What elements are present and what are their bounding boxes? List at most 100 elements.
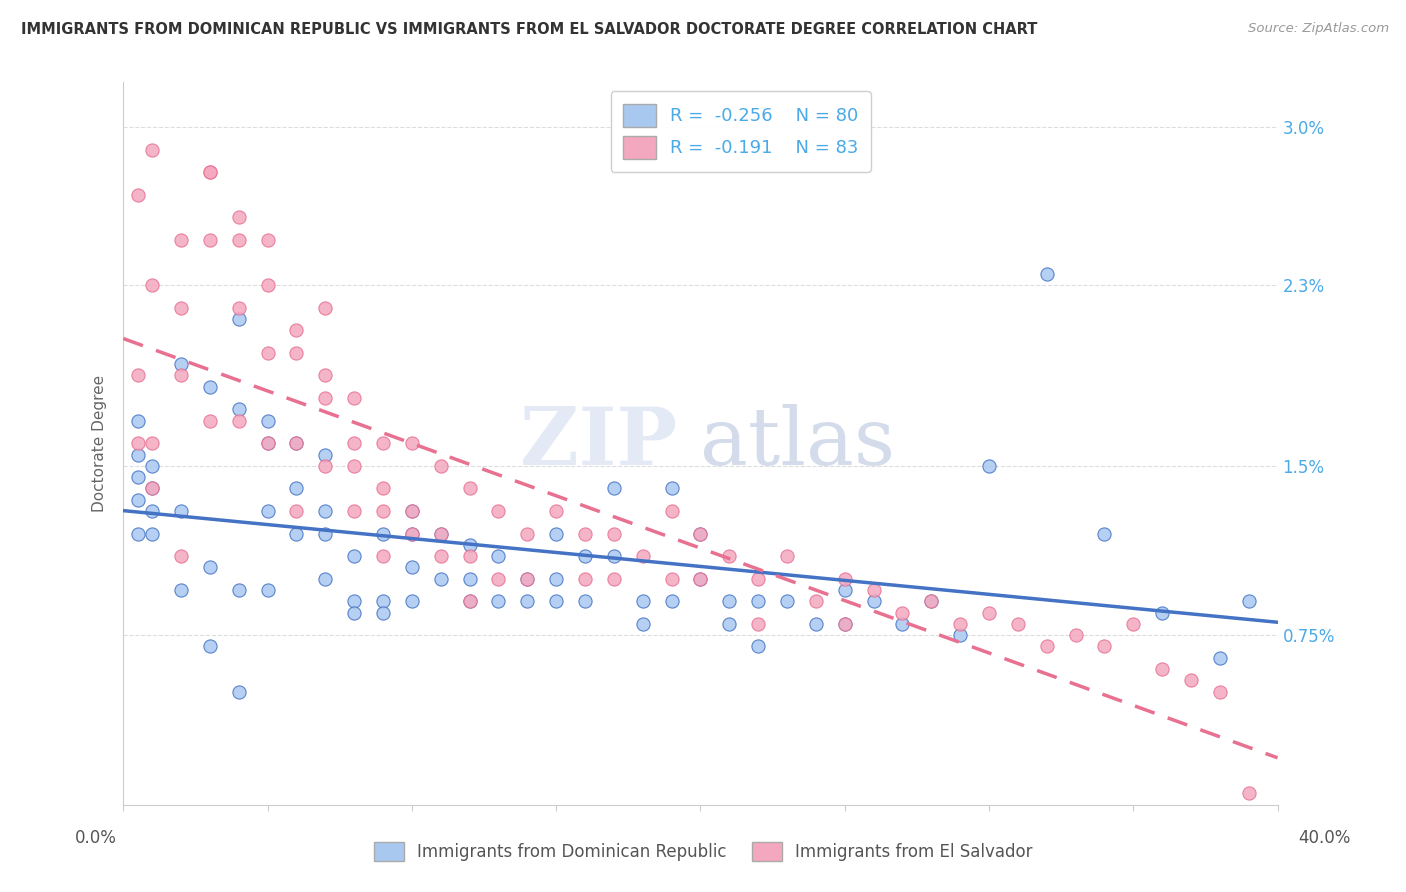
Point: [371, 549, 394, 563]
Point: [1092, 640, 1115, 654]
Point: [574, 594, 596, 608]
Point: [256, 436, 278, 450]
Point: [127, 414, 149, 428]
Point: [603, 526, 626, 541]
Point: [343, 594, 366, 608]
Point: [429, 549, 451, 563]
Point: [834, 616, 856, 631]
Point: [747, 616, 769, 631]
Point: [574, 572, 596, 586]
Point: [631, 594, 654, 608]
Point: [429, 458, 451, 473]
Point: [127, 187, 149, 202]
Point: [285, 504, 308, 518]
Point: [228, 233, 250, 247]
Point: [314, 458, 336, 473]
Point: [401, 594, 423, 608]
Point: [689, 526, 711, 541]
Point: [1209, 684, 1232, 698]
Y-axis label: Doctorate Degree: Doctorate Degree: [93, 375, 107, 512]
Point: [127, 436, 149, 450]
Point: [343, 549, 366, 563]
Point: [631, 616, 654, 631]
Point: [371, 504, 394, 518]
Point: [127, 470, 149, 484]
Point: [429, 526, 451, 541]
Point: [198, 414, 221, 428]
Point: [920, 594, 942, 608]
Point: [314, 526, 336, 541]
Point: [1122, 616, 1144, 631]
Point: [170, 504, 193, 518]
Point: [314, 448, 336, 462]
Point: [401, 504, 423, 518]
Point: [141, 436, 163, 450]
Point: [256, 233, 278, 247]
Point: [920, 594, 942, 608]
Point: [1035, 267, 1057, 281]
Point: [977, 606, 1000, 620]
Point: [546, 594, 568, 608]
Point: [170, 549, 193, 563]
Point: [141, 482, 163, 496]
Point: [977, 458, 1000, 473]
Point: [776, 594, 799, 608]
Point: [343, 391, 366, 405]
Text: 0.0%: 0.0%: [75, 829, 117, 847]
Point: [1064, 628, 1087, 642]
Point: [401, 526, 423, 541]
Point: [228, 414, 250, 428]
Point: [198, 233, 221, 247]
Point: [1007, 616, 1029, 631]
Point: [285, 436, 308, 450]
Point: [285, 436, 308, 450]
Point: [127, 526, 149, 541]
Point: [256, 504, 278, 518]
Point: [228, 582, 250, 597]
Point: [256, 278, 278, 293]
Point: [1152, 606, 1174, 620]
Point: [661, 482, 683, 496]
Point: [401, 436, 423, 450]
Point: [747, 594, 769, 608]
Point: [314, 301, 336, 315]
Point: [314, 391, 336, 405]
Point: [401, 560, 423, 574]
Point: [228, 312, 250, 326]
Point: [689, 572, 711, 586]
Point: [458, 538, 481, 552]
Point: [198, 640, 221, 654]
Point: [834, 616, 856, 631]
Text: atlas: atlas: [700, 404, 896, 483]
Point: [546, 526, 568, 541]
Point: [228, 211, 250, 225]
Point: [314, 572, 336, 586]
Point: [198, 560, 221, 574]
Point: [256, 582, 278, 597]
Point: [603, 572, 626, 586]
Point: [170, 301, 193, 315]
Point: [689, 572, 711, 586]
Point: [371, 606, 394, 620]
Point: [1180, 673, 1202, 688]
Point: [516, 526, 538, 541]
Point: [546, 504, 568, 518]
Point: [486, 504, 509, 518]
Point: [141, 482, 163, 496]
Point: [689, 526, 711, 541]
Point: [256, 414, 278, 428]
Point: [458, 572, 481, 586]
Point: [891, 606, 914, 620]
Point: [141, 504, 163, 518]
Legend: R =  -0.256    N = 80, R =  -0.191    N = 83: R = -0.256 N = 80, R = -0.191 N = 83: [610, 91, 872, 171]
Point: [486, 572, 509, 586]
Legend: Immigrants from Dominican Republic, Immigrants from El Salvador: Immigrants from Dominican Republic, Immi…: [367, 835, 1039, 868]
Point: [371, 594, 394, 608]
Point: [661, 594, 683, 608]
Text: IMMIGRANTS FROM DOMINICAN REPUBLIC VS IMMIGRANTS FROM EL SALVADOR DOCTORATE DEGR: IMMIGRANTS FROM DOMINICAN REPUBLIC VS IM…: [21, 22, 1038, 37]
Point: [198, 165, 221, 179]
Point: [285, 482, 308, 496]
Point: [1035, 640, 1057, 654]
Point: [834, 572, 856, 586]
Point: [603, 482, 626, 496]
